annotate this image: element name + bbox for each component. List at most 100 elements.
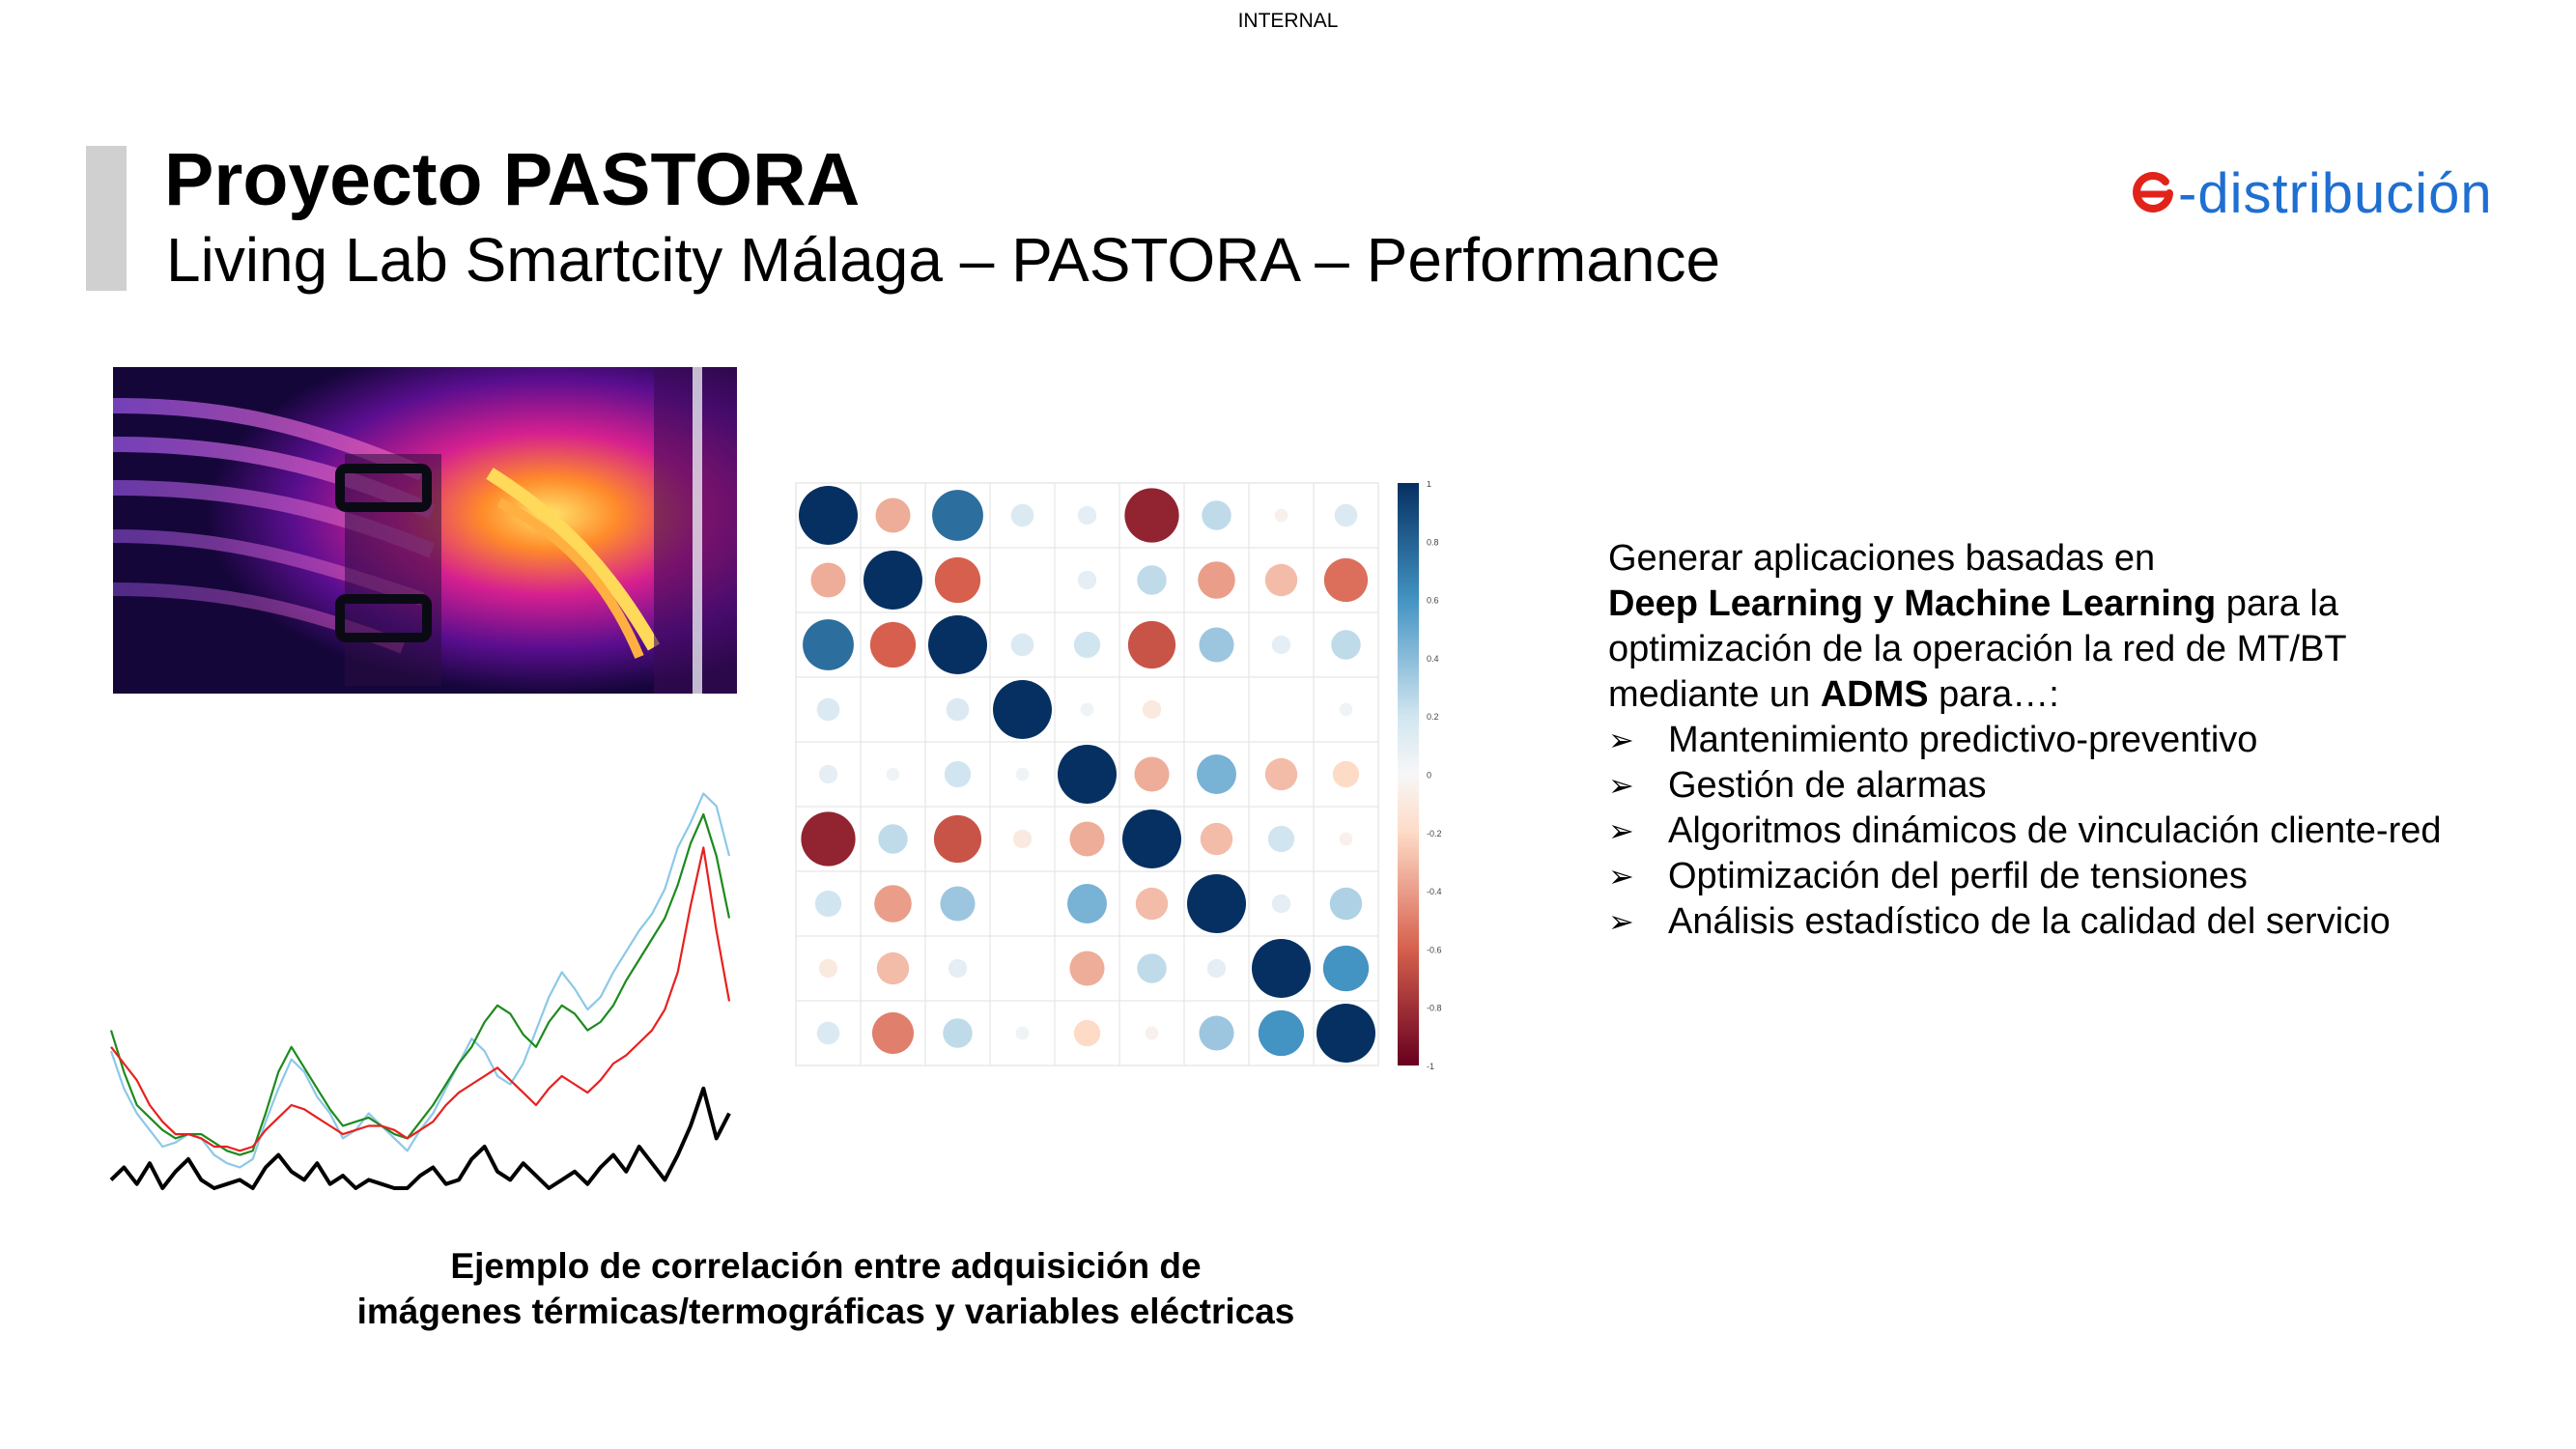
- correlation-circle: [1012, 829, 1033, 849]
- correlation-matrix-chart: 1 0.8 0.6 0.4 0.2 0 -0.2 -0.4 -0.6 -0.8 -1: [795, 481, 1442, 1071]
- description-line-3: optimización de la operación la red de M…: [1608, 629, 2347, 669]
- colorbar-tick-label: -1: [1427, 1062, 1434, 1071]
- logo-e-icon: [2133, 172, 2173, 213]
- correlation-circle: [1199, 627, 1234, 663]
- correlation-circle: [928, 615, 987, 674]
- list-item: ➢ Optimización del perfil de tensiones: [1608, 854, 2535, 899]
- figure-caption: Ejemplo de correlación entre adquisición…: [319, 1243, 1333, 1334]
- correlation-circle: [946, 697, 970, 722]
- bullet-text: Mantenimiento predictivo-preventivo: [1668, 720, 2258, 760]
- correlation-circle: [1122, 810, 1181, 868]
- correlation-circle: [1145, 1026, 1159, 1040]
- correlation-circle: [1264, 563, 1298, 597]
- description-bold-dl-ml: Deep Learning y Machine Learning: [1608, 583, 2217, 624]
- correlation-circle: [1331, 630, 1361, 660]
- correlation-circle: [1252, 939, 1311, 998]
- correlation-circle: [993, 680, 1052, 739]
- correlation-circle: [1080, 702, 1094, 717]
- correlation-circle: [1058, 745, 1117, 804]
- correlation-circle: [1267, 825, 1295, 853]
- correlation-circle: [1010, 633, 1034, 657]
- correlation-circle: [886, 767, 900, 781]
- arrowhead-bullet-icon: ➢: [1608, 859, 1634, 894]
- correlation-circle: [1067, 884, 1107, 923]
- arrowhead-bullet-icon: ➢: [1608, 813, 1634, 848]
- correlation-circle: [1124, 488, 1179, 543]
- correlation-circle: [801, 811, 856, 867]
- colorbar-tick-label: -0.2: [1427, 829, 1442, 838]
- correlation-circle: [1264, 757, 1298, 791]
- correlation-circle: [803, 619, 854, 670]
- correlation-circle: [818, 958, 838, 979]
- correlation-circle: [940, 886, 976, 922]
- description-line-4-pre: mediante un: [1608, 674, 1821, 715]
- correlation-circle: [1197, 754, 1236, 794]
- correlation-circle: [1073, 631, 1101, 659]
- logo-text: -distribución: [2178, 161, 2493, 225]
- correlation-circle: [878, 824, 908, 854]
- description-line-2-rest: para la: [2216, 583, 2338, 624]
- colorbar-tick-label: 0.8: [1427, 537, 1439, 547]
- list-item: ➢ Gestión de alarmas: [1608, 763, 2535, 809]
- correlation-circle: [1135, 887, 1169, 921]
- correlation-circle: [1339, 702, 1353, 717]
- description-bold-adms: ADMS: [1820, 674, 1929, 715]
- colorbar-tick-label: 1: [1427, 481, 1431, 489]
- series-line: [109, 812, 731, 1156]
- caption-line-1: Ejemplo de correlación entre adquisición…: [450, 1246, 1202, 1286]
- correlation-circle: [1322, 945, 1370, 992]
- correlation-circle: [1271, 894, 1291, 914]
- description-line-2: Deep Learning y Machine Learning para la: [1608, 582, 2535, 627]
- bullet-list: ➢ Mantenimiento predictivo-preventivo ➢ Ge…: [1608, 718, 2535, 945]
- correlation-circle: [1187, 874, 1246, 933]
- correlation-circle: [1142, 699, 1162, 720]
- correlation-circle: [948, 958, 968, 979]
- colorbar: [1398, 483, 1419, 1065]
- correlation-circle: [1206, 958, 1227, 979]
- list-item: ➢ Mantenimiento predictivo-preventivo: [1608, 718, 2535, 763]
- correlation-circle: [1199, 1015, 1234, 1051]
- arrowhead-bullet-icon: ➢: [1608, 904, 1634, 939]
- correlation-circle: [1137, 565, 1167, 595]
- correlation-circle: [1134, 756, 1170, 792]
- correlation-circle: [816, 1021, 840, 1045]
- correlation-circle: [933, 814, 982, 864]
- correlation-circle: [1200, 822, 1233, 856]
- description-line-1: Generar aplicaciones basadas en: [1608, 538, 2156, 579]
- e-distribucion-logo: -distribución: [2130, 155, 2493, 232]
- page-title: Proyecto PASTORA: [164, 138, 861, 221]
- title-accent-bar: [86, 146, 127, 291]
- bullet-text: Análisis estadístico de la calidad del s…: [1668, 901, 2391, 942]
- description-line-4-post: para…:: [1928, 674, 2059, 715]
- correlation-circle: [1339, 832, 1353, 846]
- list-item: ➢ Análisis estadístico de la calidad del …: [1608, 899, 2535, 945]
- correlation-circle: [863, 551, 922, 610]
- correlation-circle: [1077, 505, 1097, 526]
- correlation-circle: [944, 760, 972, 788]
- correlation-circle: [874, 885, 912, 923]
- correlation-circle: [1258, 1009, 1305, 1057]
- correlation-circle: [876, 952, 910, 985]
- description-line-4: mediante un ADMS para…:: [1608, 672, 2535, 718]
- correlation-circle: [1073, 1019, 1101, 1047]
- correlation-circle: [1069, 951, 1105, 986]
- correlation-circle: [875, 497, 911, 533]
- bullet-text: Gestión de alarmas: [1668, 765, 1987, 806]
- correlation-circle: [1137, 953, 1167, 983]
- correlation-circle: [1015, 1026, 1030, 1040]
- correlation-circle: [1069, 821, 1105, 857]
- page-subtitle: Living Lab Smartcity Málaga – PASTORA – …: [166, 225, 1721, 295]
- correlation-circle: [871, 1011, 915, 1055]
- arrowhead-bullet-icon: ➢: [1608, 768, 1634, 803]
- colorbar-tick-label: -0.8: [1427, 1004, 1442, 1013]
- correlation-circle: [943, 1018, 973, 1048]
- colorbar-tick-label: 0.4: [1427, 654, 1439, 664]
- colorbar-tick-label: 0.2: [1427, 712, 1439, 722]
- correlation-circle: [818, 764, 838, 784]
- colorbar-tick-label: -0.6: [1427, 945, 1442, 954]
- correlation-circle: [1323, 557, 1369, 603]
- list-item: ➢ Algoritmos dinámicos de vinculación cli…: [1608, 809, 2535, 854]
- thermal-camera-image: [113, 367, 737, 694]
- correlation-circle: [1198, 561, 1235, 599]
- correlation-circle: [1202, 500, 1231, 530]
